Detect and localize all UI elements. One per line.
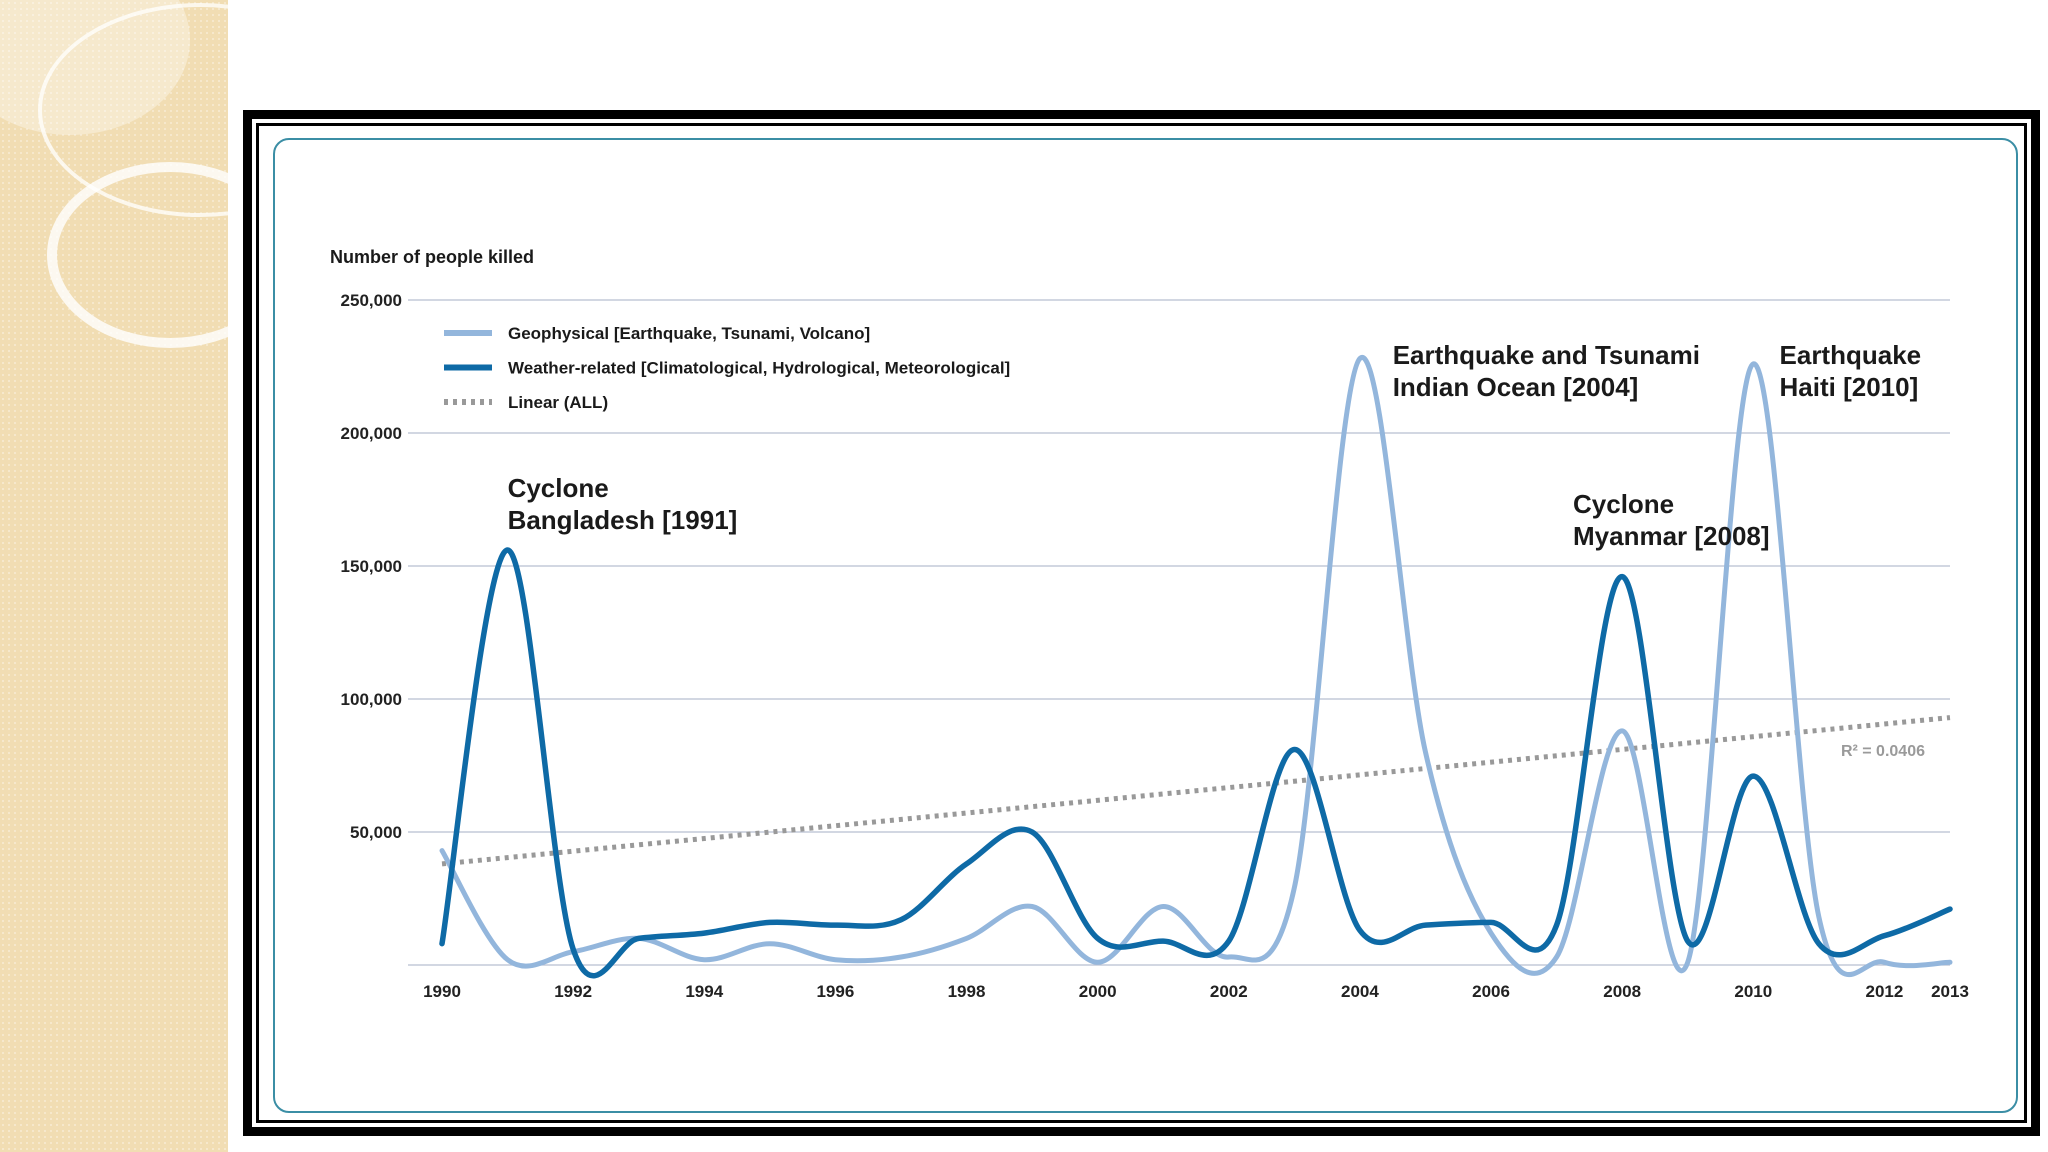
x-tick-labels: 1990 1992 1994 1996 1998 2000 2002 2004 2006 2008… (423, 982, 1969, 1001)
annotation-line: Cyclone (1573, 489, 1674, 519)
y-tick-label: 200,000 (341, 424, 402, 443)
decorative-rings (0, 0, 228, 348)
x-tick-label: 2006 (1472, 982, 1510, 1001)
annotation-line: Haiti [2010] (1780, 372, 1919, 402)
y-tick-label: 150,000 (341, 557, 402, 576)
annotation-line: Earthquake (1780, 340, 1922, 370)
annotation: Cyclone Myanmar [2008] (1573, 489, 1770, 551)
annotation-line: Bangladesh [1991] (508, 505, 738, 535)
annotation: Earthquake and Tsunami Indian Ocean [2004… (1393, 340, 1700, 402)
x-tick-label: 2008 (1603, 982, 1641, 1001)
annotations: Cyclone Bangladesh [1991]Earthquake and T… (508, 340, 1922, 551)
legend: Geophysical [Earthquake, Tsunami, Volcan… (444, 324, 1010, 412)
x-tick-label: 2012 (1866, 982, 1904, 1001)
x-tick-label: 1994 (685, 982, 723, 1001)
trend-line (441, 715, 1951, 867)
legend-geophysical-label: Geophysical [Earthquake, Tsunami, Volcan… (508, 324, 870, 343)
y-tick-label: 100,000 (341, 690, 402, 709)
legend-weather-related-label: Weather-related [Climatological, Hydrolo… (508, 359, 1010, 378)
grid-lines (408, 299, 1950, 966)
y-tick-label: 50,000 (350, 823, 402, 842)
r-squared-label: R² = 0.0406 (1841, 743, 1925, 760)
x-tick-label: 2004 (1341, 982, 1379, 1001)
legend-linear-label: Linear (ALL) (508, 393, 608, 412)
x-tick-label: 1990 (423, 982, 461, 1001)
y-tick-labels: 50,000 100,000 150,000 200,000 250,000 (341, 291, 402, 842)
x-tick-label: 2010 (1734, 982, 1772, 1001)
decorative-side-panel (0, 0, 228, 1152)
annotation-line: Myanmar [2008] (1573, 521, 1770, 551)
series-lines: R² = 0.0406 (439, 354, 1953, 979)
x-tick-label: 1998 (948, 982, 986, 1001)
y-axis-title: Number of people killed (330, 247, 534, 267)
y-tick-label: 250,000 (341, 291, 402, 310)
x-tick-label: 1992 (554, 982, 592, 1001)
series-line-geophysical (439, 354, 1953, 977)
series-line-weather (439, 547, 1953, 979)
annotation-line: Indian Ocean [2004] (1393, 372, 1639, 402)
x-tick-label: 2000 (1079, 982, 1117, 1001)
annotation: Cyclone Bangladesh [1991] (508, 473, 738, 535)
annotation: Earthquake Haiti [2010] (1780, 340, 1922, 402)
x-tick-label: 2002 (1210, 982, 1248, 1001)
annotation-line: Cyclone (508, 473, 609, 503)
annotation-line: Earthquake and Tsunami (1393, 340, 1700, 370)
x-tick-label: 2013 (1931, 982, 1969, 1001)
x-tick-label: 1996 (816, 982, 854, 1001)
